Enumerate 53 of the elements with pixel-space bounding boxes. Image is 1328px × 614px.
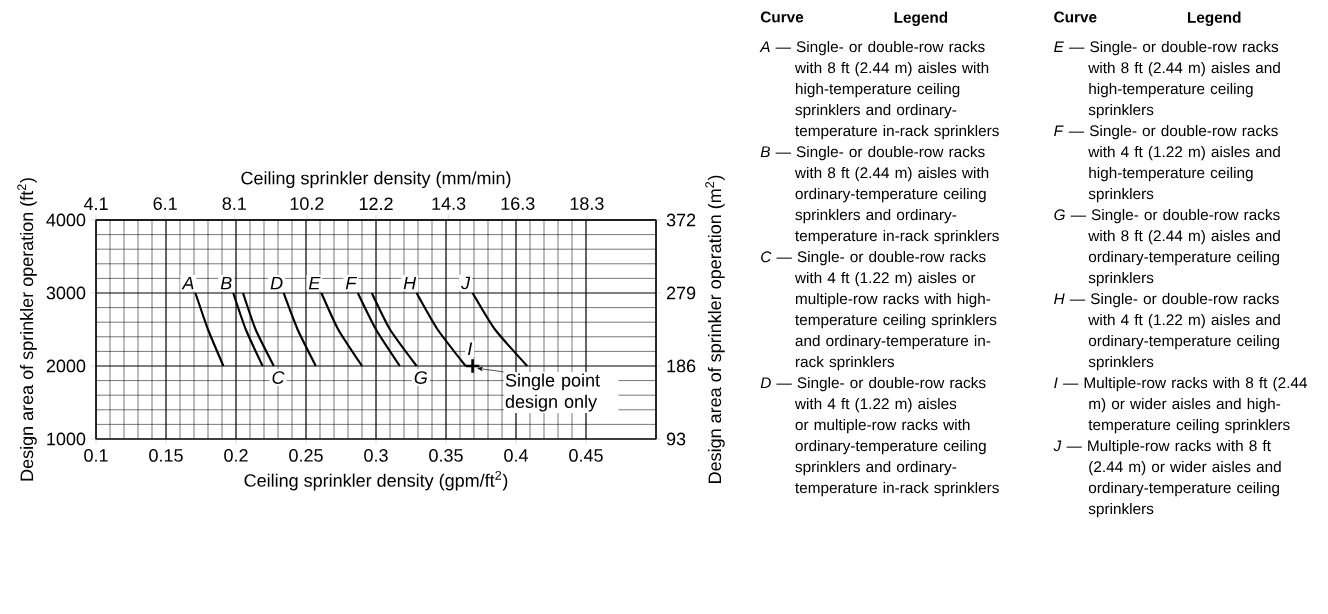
text: A — Single- or double-row racks with 8 ft (2.44 m) aisles with high-temperature ceiling sprinklers and ordinary-temperature in-rack sprinklers (759, 40, 999, 140)
x2-tick-label: 10.2 (290, 197, 324, 210)
series-label: G (414, 371, 428, 384)
text: Curve (1054, 11, 1097, 23)
x-tick-label: 0.1 (84, 449, 108, 462)
series-label: D (270, 276, 283, 290)
y-tick-label: 2000 (46, 359, 86, 373)
x-tick-label: 0.4 (504, 449, 528, 462)
series-label: A (181, 276, 194, 290)
text: D — Single- or double-row racks with 4 ft (1.22 m) aisles or multiple-row racks with ordinary-temperature ceiling sprinklers and ordinary-temperature in-rack sprinklers (760, 376, 999, 497)
y-tick-label: 3000 (46, 286, 86, 300)
y2-axis-title: Design area of sprinkler operation (m$^{2}$) (705, 175, 725, 483)
x2-tick-label: 18.3 (570, 197, 604, 210)
series-label: I (468, 342, 473, 355)
x2-axis-title: Ceiling sprinkler density (mm/min) (241, 171, 511, 189)
text: F — Single- or double-row racks with 4 ft (1.22 m) aisles and high-temperature ceiling sprinklers (1054, 124, 1280, 203)
x2-tick-label: 6.1 (153, 197, 177, 210)
series-label: F (345, 276, 358, 290)
y-tick-label: 1000 (47, 432, 86, 446)
text: H — Single- or double-row racks with 4 ft (1.22 m) aisles and ordinary-temperature ceiling sprinklers (1054, 292, 1280, 371)
x2-tick-label: 12.2 (359, 197, 393, 210)
x-tick-label: 0.25 (289, 449, 323, 462)
text: I — Multiple-row racks with 8 ft (2.44 m) or wider aisles and high-temperature ceiling sprinklers (1054, 376, 1308, 434)
text: C — Single- or double-row racks with 4 ft (1.22 m) aisles or multiple-row racks with high-temperature ceiling sprinklers and ordinary-temperature in-rack sprinklers (761, 250, 997, 371)
text: J — Multiple-row racks with 8 ft (2.44 m) or wider aisles and ordinary-temperature ceiling sprinklers (1053, 439, 1281, 518)
y-axis-title: Design area of sprinkler operation (ft$^{2}$) (17, 178, 37, 481)
text: Legend (1187, 11, 1241, 26)
x-tick-label: 0.45 (569, 449, 603, 462)
x-tick-label: 0.2 (224, 449, 248, 462)
x-tick-label: 0.35 (429, 449, 463, 462)
text: E — Single- or double-row racks with 8 ft (2.44 m) aisles and high-temperature ceiling sprinklers (1054, 40, 1280, 119)
x-tick-label: 0.3 (364, 449, 388, 462)
text: B — Single- or double-row racks with 8 ft (2.44 m) aisles with ordinary-temperature ceiling sprinklers and ordinary-temperature in-rack sprinklers (760, 145, 999, 245)
x2-tick-label: 14.3 (432, 197, 466, 210)
text: Curve (760, 11, 804, 23)
series-label: C (272, 371, 285, 384)
annotation: Single point design only (505, 373, 600, 412)
text: G — Single- or double-row racks with 8 ft (2.44 m) aisles and ordinary-temperature ceiling sprinklers (1054, 208, 1280, 287)
series-label: H (403, 276, 417, 290)
series-label: J (461, 276, 471, 290)
x-tick-label: 0.15 (149, 449, 183, 462)
y2-tick-label: 186 (667, 359, 696, 373)
x-axis-title: Ceiling sprinkler density (gpm/ft$^{2}$) (244, 470, 508, 491)
x2-tick-label: 4.1 (83, 197, 108, 210)
x2-tick-label: 8.1 (222, 197, 246, 210)
y2-tick-label: 93 (666, 432, 686, 446)
y-tick-label: 4000 (46, 213, 86, 227)
y2-tick-label: 279 (666, 286, 696, 300)
y2-tick-label: 372 (666, 213, 696, 227)
series-label: B (220, 276, 232, 290)
series-label: E (308, 276, 321, 290)
x2-tick-label: 16.3 (501, 197, 535, 210)
text: Legend (894, 11, 948, 26)
